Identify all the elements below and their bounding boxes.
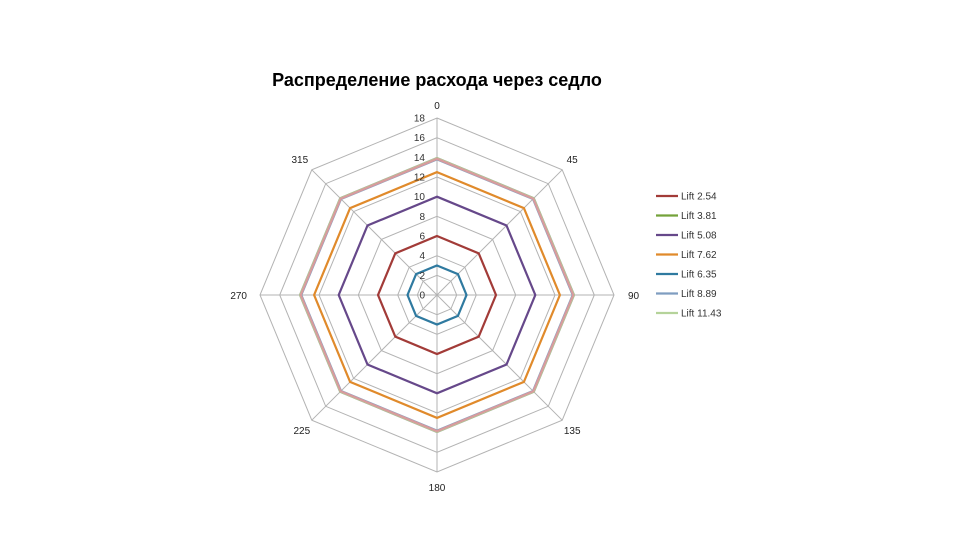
series-line — [312, 170, 562, 420]
series-line — [376, 234, 498, 356]
r-tick-label: 16 — [414, 133, 426, 144]
legend-entry: Lift 6.35 — [656, 270, 717, 281]
series-line — [406, 264, 468, 326]
legend-entry: Lift 5.08 — [656, 231, 717, 242]
grid-spoke — [436, 169, 563, 296]
legend-label: Lift 3.81 — [681, 211, 717, 222]
series-line — [337, 195, 537, 395]
category-label: 315 — [291, 155, 308, 166]
legend-label: Lift 8.89 — [681, 289, 717, 300]
category-label: 90 — [628, 291, 640, 302]
grid-spoke — [311, 169, 438, 296]
series-line-overlay — [299, 157, 575, 433]
r-tick-label: 10 — [414, 192, 426, 203]
legend-label: Lift 6.35 — [681, 270, 717, 281]
legend-label: Lift 5.08 — [681, 231, 717, 242]
legend-label: Lift 7.62 — [681, 250, 717, 261]
category-label: 225 — [293, 426, 310, 437]
legend-label: Lift 2.54 — [681, 192, 717, 203]
legend-entry: Lift 3.81 — [656, 211, 717, 222]
legend-label: Lift 11.43 — [681, 309, 722, 320]
category-label: 270 — [230, 291, 247, 302]
r-tick-label: 12 — [414, 173, 426, 184]
r-tick-label: 4 — [419, 251, 425, 262]
category-label: 135 — [564, 426, 581, 437]
category-label: 0 — [434, 101, 440, 112]
legend: Lift 2.54 Lift 3.81 Lift 5.08 Lift 7.62 Lift… — [656, 192, 722, 320]
legend-entry: Lift 7.62 — [656, 250, 717, 261]
legend-entry: Lift 8.89 — [656, 289, 717, 300]
category-label: 45 — [567, 155, 579, 166]
grid-spoke — [311, 294, 438, 421]
r-tick-label: 18 — [414, 114, 426, 125]
r-tick-label: 14 — [414, 153, 426, 164]
grid-spoke — [436, 294, 563, 421]
r-tick-label: 6 — [419, 232, 425, 243]
r-tick-label: 0 — [419, 291, 425, 302]
chart-title: Распределение расхода через седло — [272, 70, 602, 90]
r-tick-label: 8 — [419, 212, 425, 223]
legend-entry: Lift 2.54 — [656, 192, 717, 203]
series-layer — [299, 157, 575, 433]
category-label: 180 — [429, 483, 446, 494]
legend-entry: Lift 11.43 — [656, 309, 722, 320]
r-tick-label: 2 — [419, 271, 425, 282]
